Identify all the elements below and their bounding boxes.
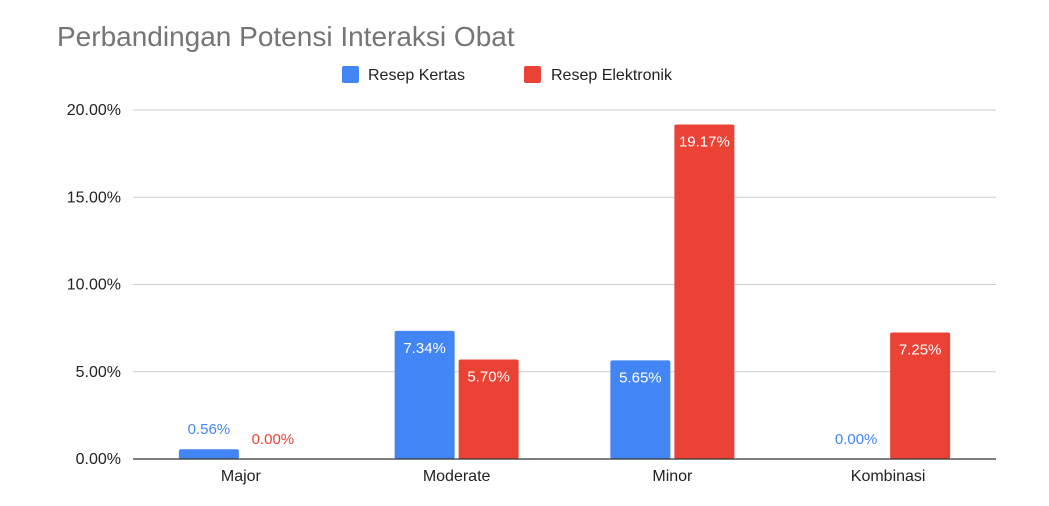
legend-label-resep-kertas: Resep Kertas bbox=[368, 67, 465, 84]
legend-swatch-resep-elektronik bbox=[524, 66, 541, 83]
x-tick-label: Major bbox=[221, 468, 262, 485]
y-tick-label: 15.00% bbox=[67, 189, 121, 206]
y-tick-label: 20.00% bbox=[67, 102, 121, 119]
y-tick-label: 0.00% bbox=[76, 451, 121, 468]
chart-title: Perbandingan Potensi Interaksi Obat bbox=[57, 21, 515, 52]
legend-swatch-resep-kertas bbox=[342, 66, 359, 83]
data-label-resep-elektronik: 5.70% bbox=[467, 369, 510, 386]
y-tick-label: 10.00% bbox=[67, 277, 121, 294]
data-label-resep-kertas: 0.00% bbox=[835, 431, 878, 448]
y-axis-ticks: 0.00% 5.00% 10.00% 15.00% 20.00% bbox=[67, 102, 121, 468]
data-label-resep-elektronik: 0.00% bbox=[252, 431, 295, 448]
bar-resep-kertas bbox=[610, 360, 671, 459]
data-label-resep-elektronik: 7.25% bbox=[899, 341, 942, 358]
bar-resep-kertas bbox=[178, 449, 239, 459]
data-label-resep-kertas: 0.56% bbox=[188, 421, 231, 438]
legend-label-resep-elektronik: Resep Elektronik bbox=[551, 67, 673, 84]
x-tick-label: Minor bbox=[652, 468, 693, 485]
bar-resep-elektronik bbox=[890, 332, 951, 459]
bar-resep-elektronik bbox=[458, 359, 519, 459]
bar-resep-kertas bbox=[394, 330, 455, 459]
gridlines bbox=[133, 109, 996, 373]
data-labels: 0.56% 0.00% 7.34% 5.70% 5.65% 19.17% 0.00% 7.25… bbox=[188, 133, 942, 448]
data-label-resep-kertas: 7.34% bbox=[403, 340, 446, 357]
data-label-resep-elektronik: 19.17% bbox=[679, 133, 730, 150]
x-tick-label: Moderate bbox=[423, 468, 491, 485]
legend: Resep Kertas Resep Elektronik bbox=[342, 66, 673, 84]
bar-resep-elektronik bbox=[674, 124, 735, 460]
bars bbox=[178, 124, 951, 460]
x-tick-label: Kombinasi bbox=[851, 468, 926, 485]
data-label-resep-kertas: 5.65% bbox=[619, 369, 662, 386]
y-tick-label: 5.00% bbox=[76, 364, 121, 381]
x-axis-ticks: Major Moderate Minor Kombinasi bbox=[221, 468, 926, 485]
